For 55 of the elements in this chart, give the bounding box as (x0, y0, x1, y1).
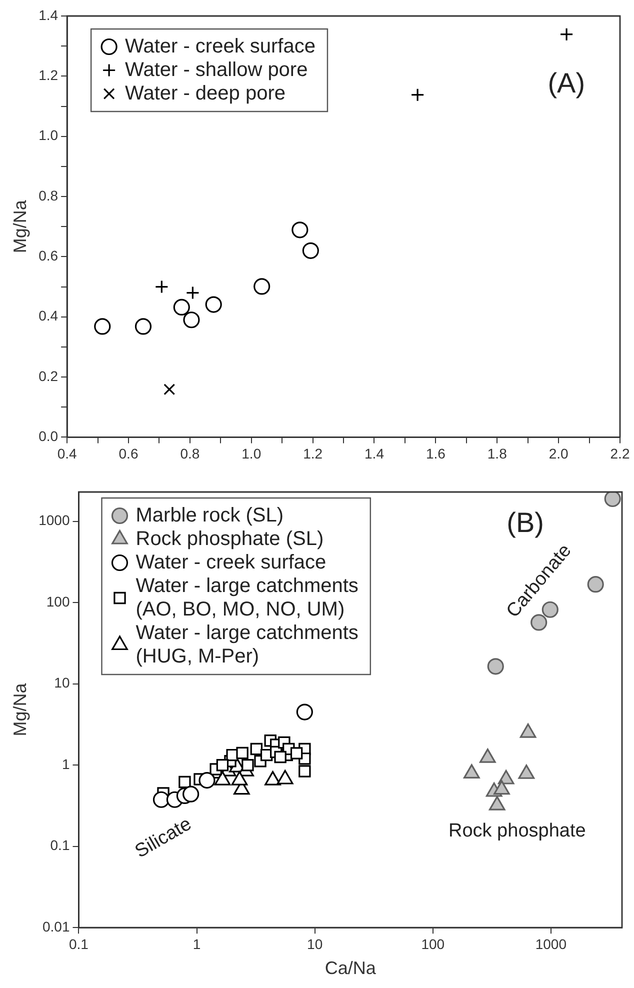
point (94, 318, 111, 335)
y-tick-label: 0.6 (38, 248, 58, 264)
x-tick-label: 1.2 (303, 445, 323, 462)
legend-label: Rock phosphate (SL) (136, 528, 324, 550)
y-tick-label: 1.0 (38, 127, 58, 144)
x-tick-label: 1.6 (426, 445, 446, 462)
point (254, 278, 270, 295)
legend-label: Water - large catchments (HUG, M-Per) (136, 622, 358, 668)
x-tick-label: 2.0 (548, 445, 569, 462)
y-tick-label: 0.4 (38, 308, 58, 324)
y-tick-label: 1.2 (38, 67, 58, 84)
x-tick-label: 0.6 (118, 445, 138, 462)
point (560, 28, 574, 42)
point (205, 296, 222, 313)
point (410, 88, 424, 102)
legend-label: Water - creek surface (136, 551, 326, 574)
legend-label: Water - deep pore (125, 82, 286, 104)
x-axis-title: Ca/Na (324, 958, 377, 978)
point (186, 286, 200, 300)
y-tick-label: 0.1 (50, 837, 70, 854)
y-tick-label: 0.2 (38, 368, 58, 384)
y-tick-label: 0.01 (42, 918, 70, 934)
y-tick-label: 100 (46, 593, 70, 610)
y-axis-title: Mg/Na (10, 682, 30, 736)
point (183, 312, 200, 328)
x-tick-label: 100 (421, 936, 445, 952)
x-tick-label: 1.0 (242, 445, 262, 462)
y-tick-label: 1 (62, 756, 70, 772)
x-tick-label: 2.2 (610, 445, 630, 462)
annotation: (A) (548, 67, 586, 98)
legend-label: Marble rock (SL) (136, 504, 284, 526)
legend-label: Water - large catchments (AO, BO, MO, NO, UM) (136, 574, 358, 620)
x-tick-label: 1.4 (364, 445, 384, 462)
x-tick-label: 10 (307, 936, 323, 952)
point (134, 318, 152, 335)
y-tick-label: 0.0 (38, 428, 58, 444)
y-tick-label: 10 (54, 674, 70, 691)
x-tick-label: 0.8 (180, 445, 200, 462)
y-tick-label: 1.4 (38, 6, 58, 23)
x-tick-label: 0.1 (69, 936, 89, 952)
point (164, 384, 176, 396)
y-axis-title: Mg/Na (10, 199, 30, 254)
point (154, 280, 168, 294)
annotation: Rock phosphate (448, 820, 586, 842)
y-tick-label: 1000 (38, 512, 70, 528)
point (173, 298, 190, 316)
annotation: (B) (506, 506, 544, 538)
y-tick-label: 0.8 (38, 187, 58, 204)
x-tick-label: 1 (192, 936, 201, 952)
x-tick-label: 1.8 (487, 445, 508, 462)
legend-label: Water - creek surface (125, 35, 316, 58)
point (302, 242, 319, 259)
point (292, 222, 308, 238)
legend-label: Water - shallow pore (125, 58, 308, 81)
x-tick-label: 1000 (535, 936, 567, 952)
